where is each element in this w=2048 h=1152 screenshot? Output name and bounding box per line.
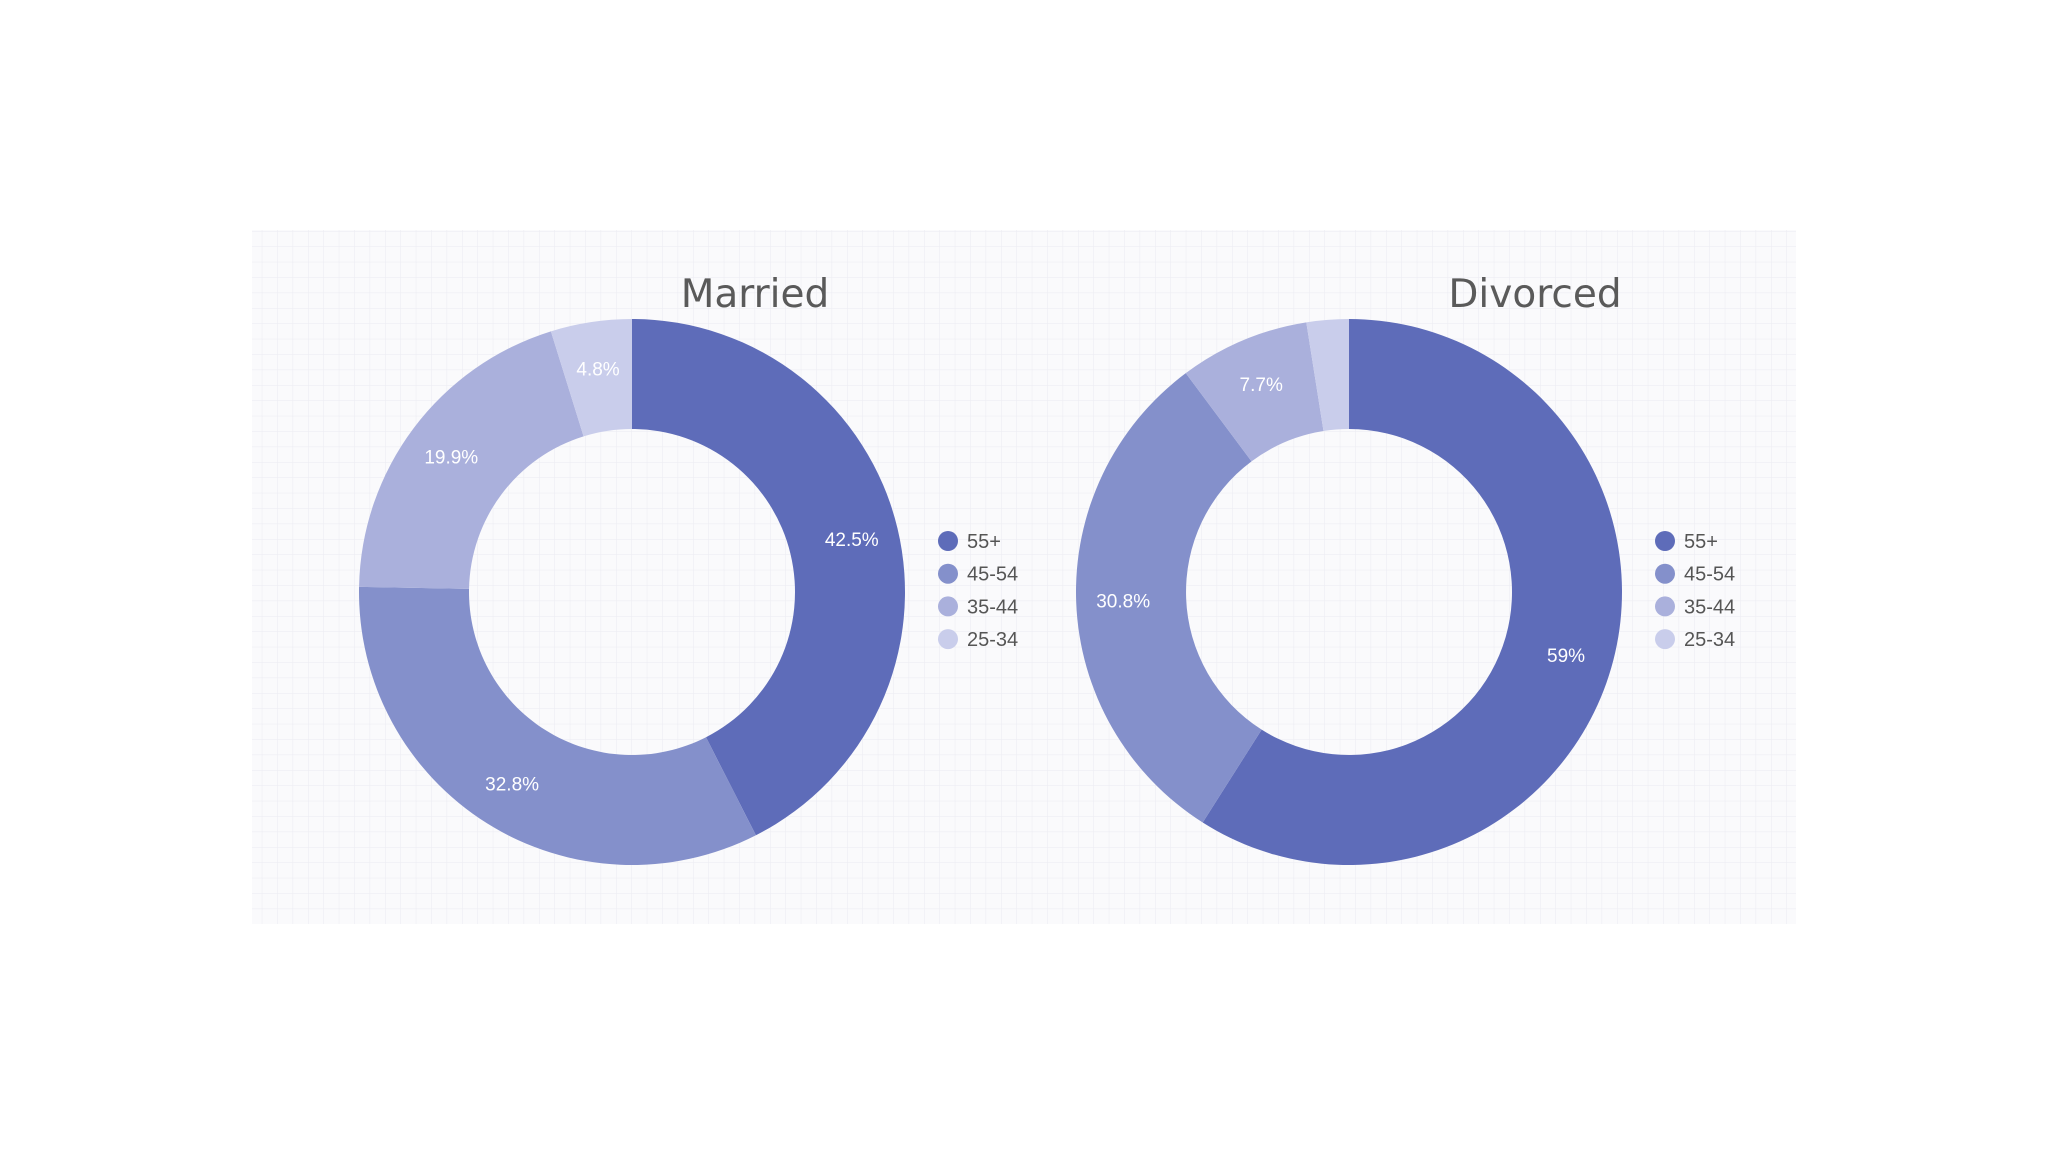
slice-value-label: 4.8%	[576, 360, 619, 381]
chart-title-divorced: Divorced	[1448, 272, 1621, 317]
legend-label: 55+	[1684, 531, 1718, 553]
legend-swatch	[938, 563, 958, 584]
legend-label: 25-34	[967, 629, 1018, 651]
legend-swatch	[1655, 629, 1675, 650]
slice-55plus	[632, 319, 905, 836]
slice-25-34	[1306, 319, 1349, 432]
chart-title-married: Married	[681, 272, 830, 317]
slice-25-34	[550, 319, 632, 437]
slice-45-54	[359, 586, 756, 865]
slice-value-label: 42.5%	[825, 530, 879, 551]
legend-married: 55+ 45-54 35-44 25-34	[938, 531, 1018, 651]
slice-value-label: 32.8%	[485, 775, 539, 796]
slice-value-label: 59%	[1547, 646, 1585, 667]
slice-35-44	[359, 331, 584, 589]
legend-label: 35-44	[967, 596, 1018, 618]
legend-divorced: 55+ 45-54 35-44 25-34	[1655, 531, 1735, 651]
slice-value-label: 19.9%	[424, 447, 478, 468]
legend-swatch	[1655, 563, 1675, 584]
slice-45-54	[1076, 373, 1262, 823]
slice-value-label: 7.7%	[1240, 375, 1283, 396]
legend-label: 55+	[967, 531, 1001, 553]
legend-label: 45-54	[967, 564, 1018, 586]
legend-swatch	[1655, 531, 1675, 551]
legend-label: 45-54	[1684, 564, 1735, 586]
legend-swatch	[938, 531, 958, 551]
legend-swatch	[938, 596, 958, 617]
legend-swatch	[938, 629, 958, 650]
slice-35-44	[1185, 322, 1324, 462]
slice-value-label: 30.8%	[1096, 592, 1150, 613]
divorced-donut-chart: Divorced 59% 30.8% 7.7% 55+ 45-54 35-44 25-34	[1076, 272, 1735, 865]
slice-55plus	[1202, 319, 1622, 865]
married-donut-chart: Married 42.5% 32.8% 19.9% 4.8% 55+ 45-54 35-4…	[359, 272, 1018, 865]
legend-label: 35-44	[1684, 596, 1735, 618]
legend-swatch	[1655, 596, 1675, 617]
legend-label: 25-34	[1684, 629, 1735, 651]
